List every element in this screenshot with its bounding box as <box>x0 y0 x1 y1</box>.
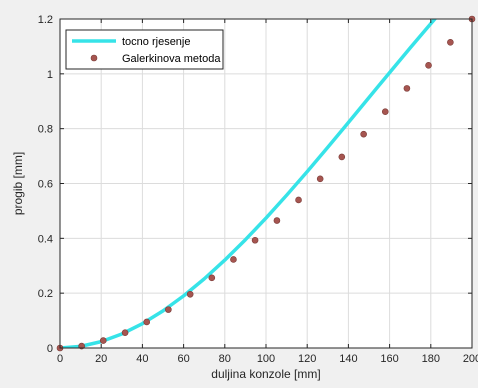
data-point-galerkinova <box>121 329 129 336</box>
axis-ticks: 0 20 40 60 80 100 120 140 160 180 200 0 0.2 0.4 0.6 0.8… <box>38 14 478 365</box>
data-point-galerkinova <box>425 62 432 69</box>
legend-entry-label: tocno rjesenje <box>122 36 191 48</box>
data-point-galerkinova <box>186 290 194 298</box>
data-point-galerkinova <box>165 306 172 313</box>
y-tick-label: 0 <box>47 343 53 355</box>
series-layer <box>60 19 438 348</box>
data-point-galerkinova <box>208 274 216 282</box>
x-tick-label: 100 <box>257 353 275 365</box>
x-tick-label: 180 <box>422 353 440 365</box>
y-tick-label: 1 <box>47 69 53 81</box>
x-tick-label: 40 <box>136 353 148 365</box>
y-tick-label: 0.6 <box>38 179 53 191</box>
markers-layer <box>56 15 476 352</box>
x-tick-label: 20 <box>95 353 107 365</box>
data-point-galerkinova <box>360 130 367 138</box>
y-tick-label: 0.4 <box>38 233 53 245</box>
legend: tocno rjesenje Galerkinova metoda <box>65 29 224 70</box>
x-axis-label: duljina konzole [mm] <box>211 367 320 381</box>
x-tick-label: 160 <box>380 353 398 365</box>
x-tick-label: 80 <box>219 353 231 365</box>
legend-swatch-marker <box>90 54 98 62</box>
data-point-galerkinova <box>316 175 324 183</box>
data-point-galerkinova <box>251 236 259 244</box>
legend-entry-label: Galerkinova metoda <box>122 53 221 65</box>
series-line-tocno-rjesenje <box>60 19 438 348</box>
y-tick-label: 1.2 <box>38 14 53 26</box>
data-point-galerkinova <box>447 39 454 46</box>
legend-box <box>65 29 224 70</box>
data-point-galerkinova <box>99 337 107 344</box>
data-point-galerkinova <box>230 256 237 263</box>
data-point-galerkinova <box>381 108 389 115</box>
data-point-galerkinova <box>143 318 151 326</box>
data-point-galerkinova <box>295 196 302 204</box>
data-point-galerkinova <box>403 85 411 92</box>
y-tick-label: 0.8 <box>38 124 53 136</box>
data-point-galerkinova <box>273 217 281 224</box>
x-tick-label: 200 <box>463 353 478 365</box>
x-tick-label: 60 <box>177 353 189 365</box>
data-point-galerkinova <box>338 153 346 161</box>
y-tick-label: 0.2 <box>38 288 53 300</box>
x-tick-label: 120 <box>298 353 316 365</box>
y-axis-label: progib [mm] <box>11 152 25 215</box>
x-tick-label: 140 <box>339 353 357 365</box>
x-tick-label: 0 <box>57 353 63 365</box>
